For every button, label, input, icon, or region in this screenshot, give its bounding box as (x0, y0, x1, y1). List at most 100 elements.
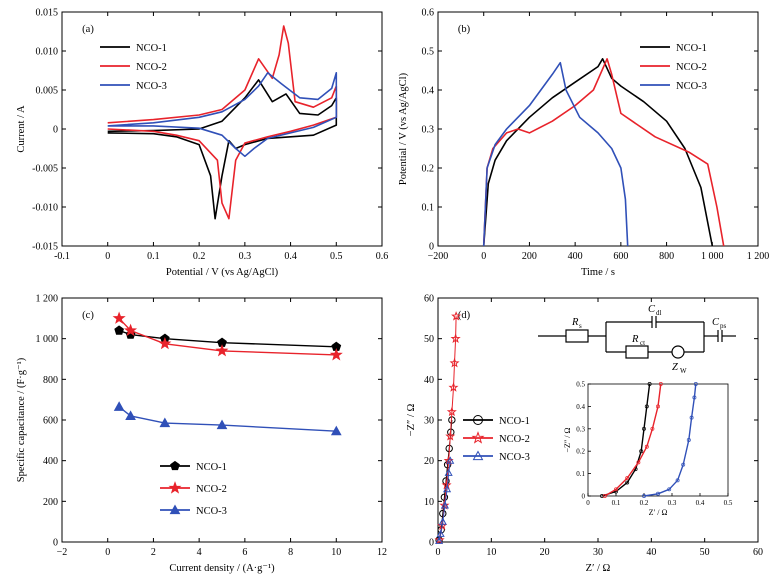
circuit-label-subscript: ps (720, 322, 727, 330)
circuit-label-subscript: W (680, 367, 687, 375)
series-nco-2 (107, 25, 338, 220)
y-tick-label: 0.6 (422, 8, 435, 19)
legend-label-nco-2: NCO-2 (196, 484, 227, 495)
y-tick-label: 200 (43, 497, 58, 508)
legend-label-nco-3: NCO-3 (676, 81, 707, 92)
y-tick-label: -0.005 (32, 164, 58, 175)
inset-data-point-nco-2 (644, 444, 649, 449)
inset-x-tick-label: 0.5 (724, 499, 733, 507)
y-tick-label: 1 200 (36, 294, 59, 305)
x-tick-label: −2 (57, 547, 68, 558)
data-point-nco-2 (215, 344, 229, 357)
inset-x-axis-label: Z′ / Ω (649, 508, 668, 517)
x-tick-label: 0 (105, 251, 110, 262)
legend-label-nco-3: NCO-3 (136, 81, 167, 92)
inset-y-axis-label: −Z″ / Ω (563, 428, 572, 453)
inset-data-point-nco-2 (636, 460, 641, 465)
data-point-nco-3 (216, 419, 228, 430)
panel-label: (a) (82, 24, 94, 35)
y-tick-label: 0 (53, 125, 58, 136)
x-tick-label: 0 (105, 547, 110, 558)
legend-label-nco-3: NCO-3 (499, 452, 530, 463)
panel-d-nyquist: 0 10 20 30 40 50 60 0 10 20 30 40 50 60 Z′ / Ω −Z″ / Ω (… (406, 294, 763, 575)
legend-label-nco-1: NCO-1 (676, 43, 707, 54)
data-point-nco-2 (448, 382, 459, 392)
inset-data-point-nco-1 (644, 404, 649, 409)
data-point-nco-3 (444, 468, 453, 476)
x-tick-label: 10 (486, 547, 496, 558)
circuit-label-subscript: s (579, 322, 582, 330)
inset-series-nco-1 (601, 383, 651, 497)
inset-data-point-nco-2 (614, 487, 618, 492)
data-point-nco-3 (436, 529, 445, 537)
legend-marker (471, 431, 485, 444)
x-tick-label: 0.2 (193, 251, 206, 262)
series-nco-1 (482, 58, 714, 247)
x-axis-label: Z′ / Ω (586, 563, 611, 574)
y-tick-label: 0 (429, 242, 434, 253)
inset-data-point-nco-2 (658, 382, 663, 386)
inset-x-tick-label: 0 (586, 499, 590, 507)
x-tick-label: 60 (753, 547, 763, 558)
inset-data-point-nco-3 (656, 491, 660, 496)
y-tick-label: 0.015 (36, 8, 59, 19)
data-point-nco-3 (438, 517, 447, 525)
y-tick-label: 50 (424, 334, 434, 345)
inset-data-point-nco-2 (625, 476, 630, 481)
data-point-nco-3 (435, 536, 444, 544)
legend-marker (170, 460, 180, 471)
inset-y-tick-label: 0.2 (576, 448, 585, 456)
inset-data-point-nco-3 (692, 395, 697, 400)
data-point-nco-2 (450, 333, 461, 343)
panel-a-cv-curves: -0.1 0 0.1 0.2 0.3 0.4 0.5 0.6 -0.015 -0.010 -0.00… (16, 8, 388, 279)
x-tick-label: 0.5 (330, 251, 343, 262)
legend-label-nco-3: NCO-3 (196, 506, 227, 517)
data-point-nco-2 (449, 357, 460, 368)
x-tick-label: 50 (700, 547, 710, 558)
legend-marker (472, 450, 484, 461)
inset-data-point-nco-1 (642, 426, 646, 431)
x-tick-label: 600 (613, 251, 628, 262)
x-tick-label: 4 (197, 547, 202, 558)
data-point-nco-3 (113, 401, 125, 411)
y-tick-label: 1 000 (36, 334, 59, 345)
y-tick-label: 30 (424, 416, 434, 427)
x-tick-label: 1 000 (701, 251, 724, 262)
data-point-nco-2 (446, 406, 457, 417)
data-point-nco-2 (451, 311, 462, 321)
x-axis-label: Potential / V (vs Ag/AgCl) (166, 267, 279, 278)
data-point-nco-2 (124, 323, 138, 337)
x-tick-label: 40 (646, 547, 656, 558)
x-tick-label: 30 (593, 547, 603, 558)
inset-data-point-nco-3 (693, 382, 698, 386)
y-axis-label: Specific capacitance / (F·g⁻¹) (16, 357, 27, 482)
y-tick-label: 0 (429, 538, 434, 549)
data-point-nco-1 (114, 325, 124, 335)
x-tick-label: 2 (151, 547, 156, 558)
y-tick-label: 0.010 (36, 47, 59, 58)
data-point-nco-3 (440, 501, 449, 509)
inset-y-tick-label: 0.1 (576, 470, 585, 478)
data-point-nco-3 (125, 410, 136, 421)
y-tick-label: 40 (424, 375, 434, 386)
inset-y-tick-label: 0 (582, 493, 586, 501)
circuit-label: C (648, 304, 656, 315)
inset-data-point-nco-3 (642, 494, 646, 498)
inset-data-point-nco-2 (602, 494, 607, 498)
series-nco-2 (482, 58, 725, 247)
legend-marker (473, 415, 483, 425)
legend-label-nco-1: NCO-1 (136, 43, 167, 54)
y-tick-label: 600 (43, 416, 58, 427)
warburg-element (671, 345, 685, 359)
x-tick-label: 6 (242, 547, 247, 558)
data-point-nco-2 (112, 311, 126, 324)
y-tick-label: 0.1 (422, 203, 435, 214)
panel-label: (b) (458, 24, 471, 35)
x-tick-label: 800 (659, 251, 674, 262)
x-tick-label: 0.1 (147, 251, 160, 262)
circuit-label: Z (672, 362, 678, 373)
y-axis-label: Potential / V (vs Ag/AgCl) (398, 72, 409, 185)
data-point-nco-3 (443, 484, 452, 493)
inset-data-point-nco-3 (667, 487, 672, 492)
